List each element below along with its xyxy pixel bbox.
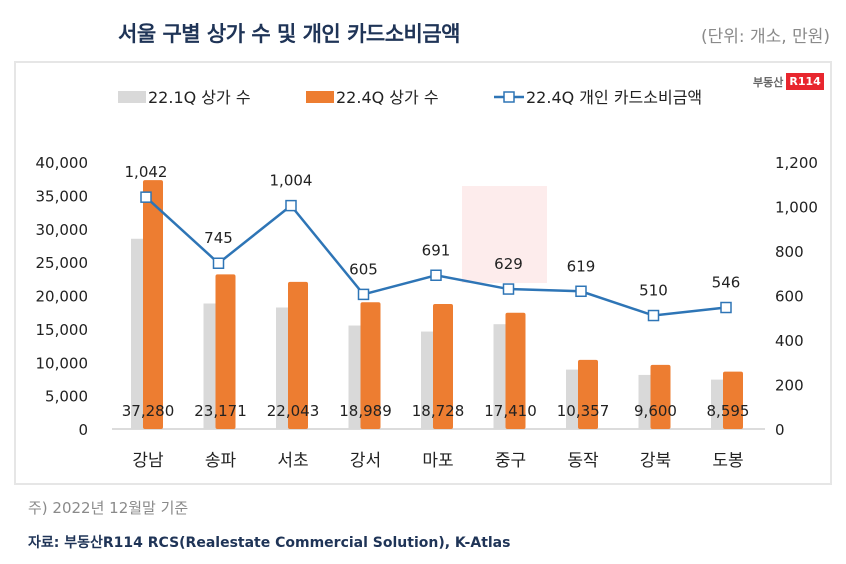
bar-22-4q [360,302,381,429]
line-point [285,199,297,212]
line-point [502,283,515,295]
line-point [140,191,152,203]
legend-label: 22.4Q 상가 수 [336,88,439,107]
x-axis-tick: 강서 [350,451,381,471]
bar-22-4q [578,359,598,429]
line-point [430,269,442,282]
bar-data-label: 23,171 [194,402,247,420]
bar-22-4q [650,364,671,429]
left-axis-tick: 0 [78,421,88,439]
x-axis-tick: 서초 [277,451,308,471]
bar-22-1q [638,374,652,429]
bar-22-1q [493,324,507,429]
bar-22-4q [723,371,743,429]
bar-22-4q [433,303,453,429]
logo: 부동산 R114 [753,73,824,90]
line-point [212,257,225,269]
bar-22-4q [143,180,163,429]
line-point [575,285,587,298]
x-axis-tick: 마포 [422,451,453,471]
line-data-label: 546 [712,274,741,292]
right-axis-tick: 0 [775,421,785,439]
right-axis-tick: 200 [775,377,804,395]
right-axis-tick: 800 [775,243,804,261]
left-axis-tick: 40,000 [36,154,89,172]
x-axis-tick: 강남 [132,451,164,471]
line-data-label: 1,004 [270,172,313,190]
bar-data-label: 18,728 [412,402,465,420]
line-data-label: 691 [422,241,451,259]
bar-22-1q [566,369,579,429]
left-axis-tick: 30,000 [36,221,89,239]
legend-swatch-22-4q [306,91,334,103]
watermark [462,186,547,283]
x-axis-tick: 도봉 [712,451,743,471]
bar-data-label: 9,600 [634,402,677,420]
left-axis-tick: 5,000 [45,388,88,406]
legend-swatch-marker [503,91,515,103]
bar-22-1q [203,303,217,429]
x-axis-tick: 송파 [205,451,237,471]
bar-data-label: 17,410 [484,402,537,420]
left-axis-tick: 10,000 [36,354,89,372]
right-axis-tick: 1,200 [775,154,818,172]
right-axis-tick: 1,000 [775,199,818,217]
bar-22-1q [348,325,362,429]
legend-label: 22.1Q 상가 수 [148,88,251,107]
chart-title: 서울 구별 상가 수 및 개인 카드소비금액 [118,22,461,46]
chart-frame [14,61,832,485]
bar-22-1q [276,307,289,429]
unit-label: (단위: 개소, 만원) [700,27,830,47]
bar-22-1q [711,379,724,429]
left-axis-tick: 20,000 [36,288,89,306]
source: 자료: 부동산R114 RCS(Realestate Commercial So… [28,535,511,551]
bar-22-1q [131,238,144,429]
line-data-label: 605 [349,260,378,278]
line-data-label: 1,042 [125,163,168,181]
footnote: 주) 2022년 12월말 기준 [28,499,189,517]
bar-data-label: 8,595 [707,402,750,420]
bar-data-label: 37,280 [122,402,175,420]
left-axis-tick: 25,000 [36,254,89,272]
left-axis-tick: 15,000 [36,321,89,339]
line-point [720,301,732,314]
legend-label: 22.4Q 개인 카드소비금액 [526,88,702,107]
bar-22-4q [505,312,526,429]
bar-22-4q [288,281,308,429]
x-axis-tick: 동작 [567,451,599,471]
bar-data-label: 22,043 [267,402,320,420]
x-axis-tick: 강북 [640,451,671,471]
x-axis-tick: 중구 [495,451,526,471]
right-axis-tick: 400 [775,332,804,350]
left-axis-tick: 35,000 [36,187,89,205]
bar-data-label: 18,989 [339,402,392,420]
line-point [647,309,660,322]
line-point [357,288,370,301]
bar-data-label: 10,357 [557,402,610,420]
line-data-label: 745 [204,229,233,247]
bar-22-1q [421,331,434,429]
line-data-label: 510 [639,282,668,300]
legend-swatch-22-1q [118,91,146,103]
line-data-label: 619 [567,257,596,275]
line-data-label: 629 [494,255,523,273]
right-axis-tick: 600 [775,288,804,306]
bar-22-4q [215,274,236,429]
